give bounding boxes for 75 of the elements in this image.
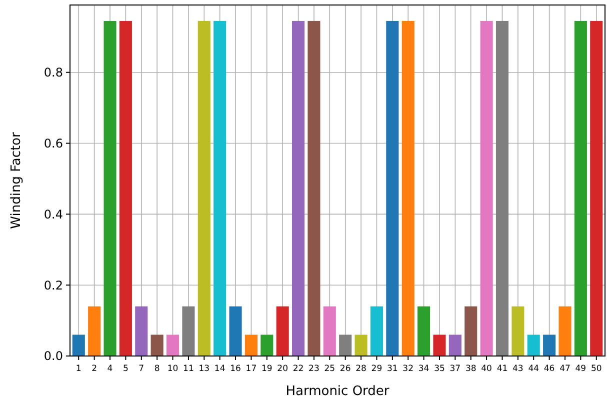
bar	[276, 306, 289, 356]
x-tick-label: 40	[481, 364, 492, 374]
x-tick-label: 49	[575, 364, 586, 374]
x-tick-label: 31	[387, 364, 398, 374]
bar	[402, 20, 414, 356]
bar	[574, 20, 587, 356]
bar	[527, 334, 540, 356]
bar	[166, 334, 180, 356]
bar	[229, 306, 242, 356]
x-tick-label: 46	[544, 364, 555, 374]
x-tick-label: 32	[402, 364, 414, 374]
bar	[88, 306, 101, 356]
bar	[323, 306, 336, 356]
bar	[214, 20, 226, 356]
bar	[480, 20, 493, 356]
x-tick-label: 26	[340, 364, 351, 374]
bar	[543, 334, 556, 356]
bar	[448, 334, 462, 356]
x-tick-label: 23	[308, 364, 320, 374]
bar	[104, 20, 116, 356]
bar	[244, 334, 258, 356]
x-tick-label: 43	[512, 364, 524, 374]
x-tick-label: 25	[324, 364, 336, 374]
x-tick-label: 37	[450, 364, 461, 374]
bar	[182, 306, 195, 356]
x-tick-label: 1	[76, 364, 82, 374]
y-tick-label: 0.4	[44, 207, 63, 222]
x-tick-label: 35	[434, 364, 445, 374]
x-tick-label: 29	[371, 364, 382, 374]
bar	[292, 20, 305, 356]
x-tick-label: 28	[356, 364, 366, 374]
bar	[150, 334, 164, 356]
x-tick-label: 41	[496, 364, 508, 374]
y-tick-label: 0.0	[44, 349, 63, 364]
y-tick-label: 0.8	[44, 66, 63, 80]
bar	[418, 306, 430, 356]
x-tick-label: 10	[167, 364, 178, 374]
bar	[370, 306, 383, 356]
bar	[119, 20, 132, 356]
bar	[386, 20, 399, 356]
x-tick-label: 16	[230, 364, 241, 374]
bar	[433, 334, 446, 356]
x-tick-label: 5	[122, 364, 128, 374]
bar	[464, 306, 478, 356]
x-tick-label: 34	[418, 364, 430, 374]
x-tick-label: 11	[183, 364, 194, 374]
bar	[590, 20, 603, 356]
bar	[496, 20, 509, 356]
y-tick-label: 0.6	[44, 136, 63, 150]
bar	[198, 20, 210, 356]
x-tick-label: 22	[292, 364, 304, 374]
bar	[558, 306, 572, 356]
bar	[339, 334, 352, 356]
x-tick-label: 14	[214, 364, 226, 374]
x-tick-label: 4	[107, 364, 113, 374]
x-tick-label: 19	[261, 364, 272, 374]
bar	[135, 306, 148, 356]
x-tick-label: 2	[92, 364, 98, 374]
y-tick-label: 0.2	[44, 278, 63, 292]
bar	[308, 20, 320, 356]
x-axis-title: Harmonic Order	[286, 384, 390, 399]
bar	[512, 306, 524, 356]
bar	[72, 334, 85, 356]
x-tick-label: 7	[138, 364, 144, 374]
x-tick-label: 8	[154, 364, 160, 374]
x-tick-label: 17	[246, 364, 257, 374]
bar	[260, 334, 274, 356]
x-tick-label: 44	[528, 364, 540, 374]
y-axis-title: Winding Factor	[9, 131, 24, 229]
x-tick-label: 13	[198, 364, 210, 374]
bar	[354, 334, 368, 356]
x-tick-label: 38	[465, 364, 476, 374]
x-tick-label: 47	[560, 364, 570, 374]
x-tick-label: 50	[590, 364, 602, 374]
x-tick-label: 20	[277, 364, 288, 374]
